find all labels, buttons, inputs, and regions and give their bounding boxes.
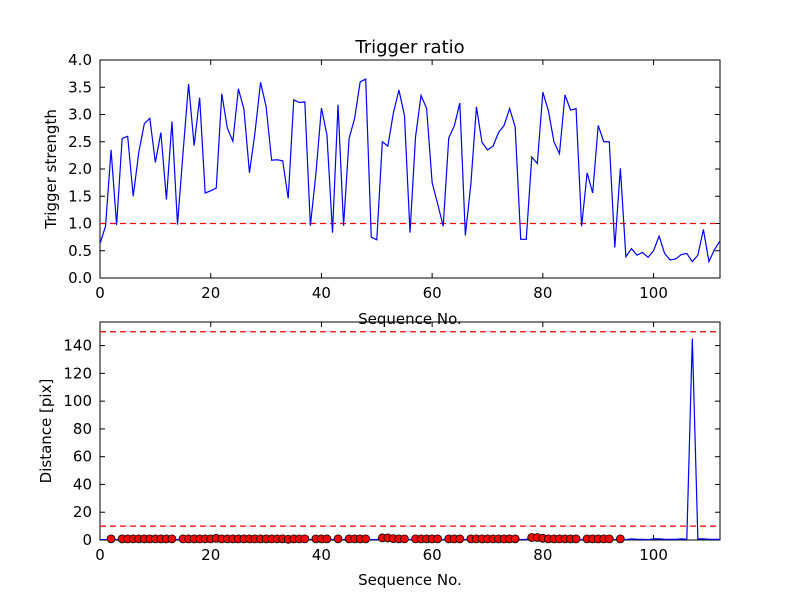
y-tick-label: 120	[63, 364, 92, 382]
series-markers	[106, 533, 625, 544]
axis-ticks	[99, 322, 720, 541]
y-tick-label: 2.0	[68, 160, 92, 178]
series-polyline	[100, 78, 720, 264]
plot-frame	[99, 59, 721, 279]
x-tick-label: 100	[639, 284, 668, 302]
data-point-marker	[604, 534, 614, 544]
x-tick-label: 20	[201, 546, 220, 564]
data-point-marker	[433, 534, 443, 544]
x-tick-label: 20	[201, 284, 220, 302]
data-point-marker	[361, 534, 371, 544]
data-point-marker	[300, 534, 310, 544]
y-tick-labels: 0.0 0.5 1.0 1.5 2.0 2.5 3.0 3.5 4.0	[68, 51, 92, 287]
x-tick-label: 0	[95, 284, 105, 302]
y-tick-labels: 0 20 40 60 80 100 120 140	[63, 337, 92, 549]
data-point-marker	[455, 534, 465, 544]
data-point-marker	[322, 534, 332, 544]
y-tick-label: 20	[73, 503, 92, 521]
y-tick-label: 140	[63, 337, 92, 355]
y-tick-label: 0	[82, 531, 92, 549]
plot-frame	[99, 321, 721, 541]
data-point-marker	[510, 534, 520, 544]
y-axis-label: Trigger strength	[42, 109, 60, 230]
y-axis-label: Distance [pix]	[37, 379, 55, 484]
y-tick-label: 100	[63, 392, 92, 410]
data-point-marker	[333, 534, 343, 544]
y-tick-label: 60	[73, 448, 92, 466]
y-tick-label: 3.0	[68, 106, 92, 124]
x-tick-label: 80	[533, 546, 552, 564]
x-tick-labels: 0 20 40 60 80 100	[95, 284, 668, 302]
data-point-marker	[167, 534, 177, 544]
axis-ticks	[99, 59, 720, 279]
data-point-marker	[400, 534, 409, 544]
x-tick-label: 0	[95, 546, 105, 564]
x-axis-label: Sequence No.	[358, 571, 462, 589]
x-tick-label: 40	[312, 284, 331, 302]
data-point-marker	[615, 534, 625, 544]
series-polyline	[100, 338, 720, 540]
x-tick-label: 60	[423, 284, 442, 302]
threshold-lines	[100, 331, 720, 527]
y-tick-label: 1.0	[68, 215, 92, 233]
x-tick-label: 60	[423, 546, 442, 564]
y-tick-label: 0.5	[68, 242, 92, 260]
chart-title: Trigger ratio	[354, 37, 464, 58]
y-tick-label: 80	[73, 420, 92, 438]
trigger-ratio-chart: Trigger ratio 0 20 40 60 80 100 0.0 0.5 1.0 1.5 2…	[42, 37, 721, 328]
series-line	[100, 338, 720, 540]
x-tick-label: 40	[312, 546, 331, 564]
y-tick-label: 2.5	[68, 133, 92, 151]
y-tick-label: 0.0	[68, 269, 92, 287]
x-tick-label: 100	[639, 546, 668, 564]
x-axis-label: Sequence No.	[358, 310, 462, 328]
data-point-marker	[106, 534, 116, 544]
y-tick-label: 4.0	[68, 51, 92, 69]
x-tick-label: 80	[533, 284, 552, 302]
y-tick-label: 1.5	[68, 187, 92, 205]
distance-chart: 0 20 40 60 80 100 0 20 40 60 80 100 120 140 Sequence…	[37, 321, 721, 589]
x-tick-labels: 0 20 40 60 80 100	[95, 546, 668, 564]
y-tick-label: 3.5	[68, 78, 92, 96]
data-point-marker	[571, 534, 581, 544]
series-line	[100, 78, 720, 264]
y-tick-label: 40	[73, 475, 92, 493]
